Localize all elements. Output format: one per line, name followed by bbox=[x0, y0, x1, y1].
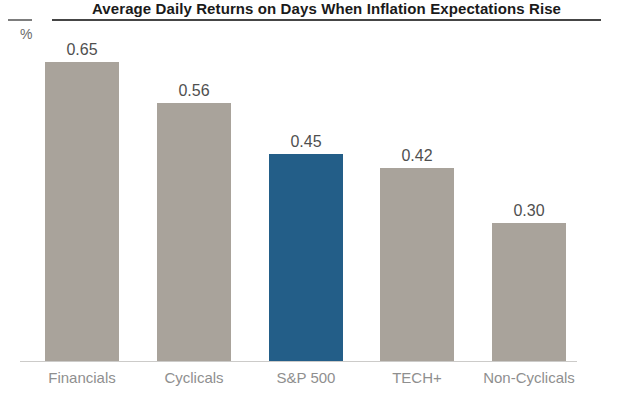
bar-cyclicals bbox=[157, 103, 231, 361]
bar-value-label: 0.65 bbox=[45, 42, 119, 58]
category-label: TECH+ bbox=[361, 369, 473, 386]
category-label: Non-Cyclicals bbox=[473, 369, 585, 386]
bar-value-label: 0.56 bbox=[157, 83, 231, 99]
bar-s-p-500 bbox=[269, 154, 343, 361]
bar-value-label: 0.45 bbox=[269, 134, 343, 150]
x-axis-line bbox=[20, 361, 577, 362]
plot-area: 0.65 Financials 0.56 Cyclicals 0.45 S&P 500 0.… bbox=[0, 0, 640, 400]
category-label: S&P 500 bbox=[250, 369, 362, 386]
bar-value-label: 0.30 bbox=[492, 203, 566, 219]
bar-value-label: 0.42 bbox=[380, 148, 454, 164]
bar-tech bbox=[380, 168, 454, 361]
category-label: Cyclicals bbox=[138, 369, 250, 386]
bar-chart: Average Daily Returns on Days When Infla… bbox=[0, 0, 640, 400]
bar-non-cyclicals bbox=[492, 223, 566, 361]
bar-financials bbox=[45, 62, 119, 361]
category-label: Financials bbox=[26, 369, 138, 386]
